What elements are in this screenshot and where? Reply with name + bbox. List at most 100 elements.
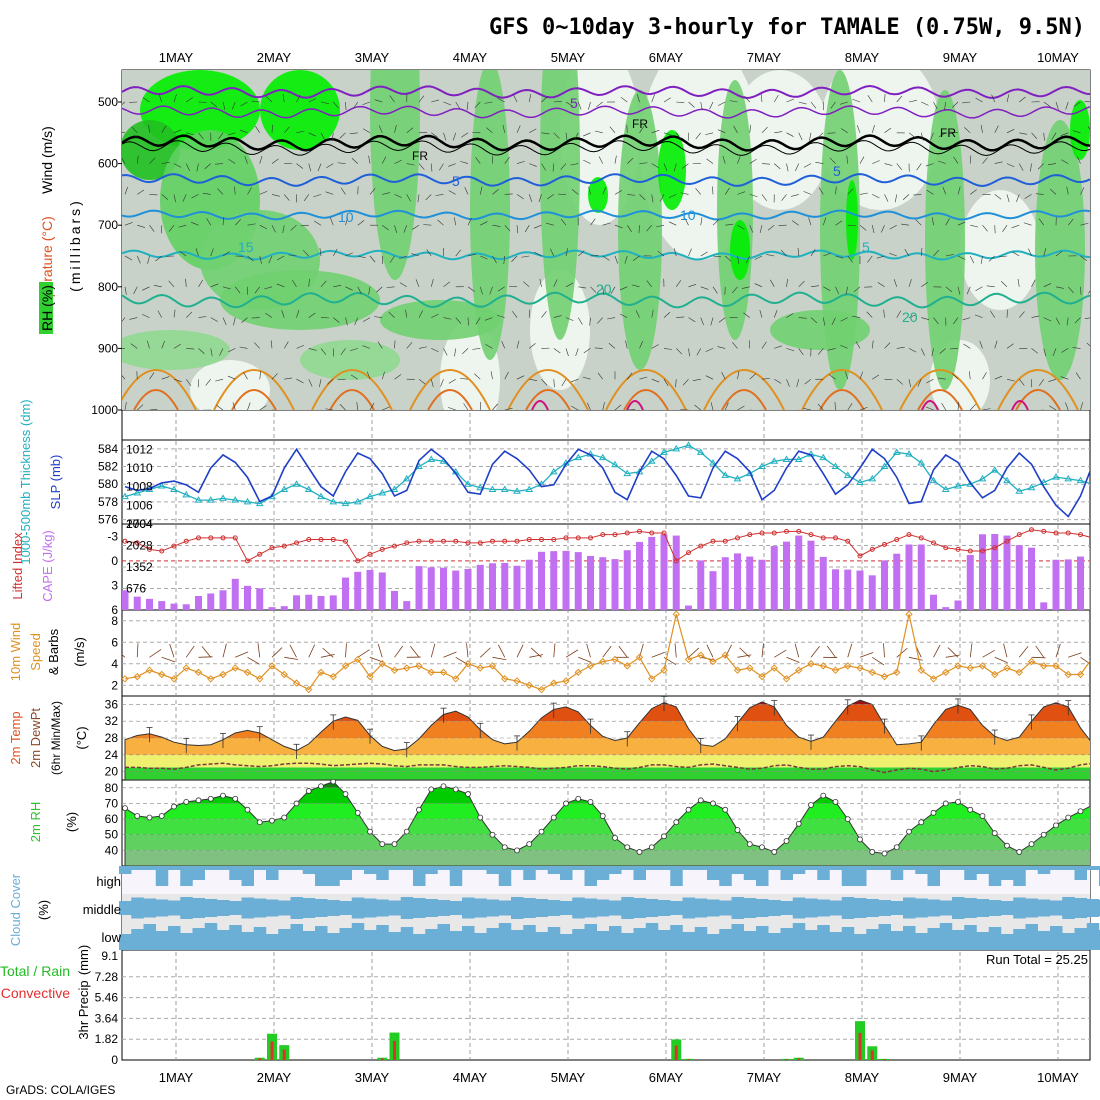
wind-barb <box>233 317 236 326</box>
wind-barb <box>308 163 312 172</box>
li-point <box>845 538 851 544</box>
wind-barb <box>196 163 199 172</box>
wind-barb <box>749 373 756 380</box>
wind-barb <box>884 93 886 103</box>
cloud-low-bar <box>462 926 475 950</box>
contour-25 <box>605 369 687 410</box>
moist-area <box>717 80 753 340</box>
wind-barb <box>137 224 145 228</box>
wind-barb <box>158 94 163 103</box>
wind-barb-10m <box>688 647 700 658</box>
cloud-low-bar <box>266 934 279 950</box>
wind-barb <box>1016 194 1020 202</box>
wind10m-label: 10m Wind <box>8 623 23 682</box>
wind-barb-10m <box>706 644 714 658</box>
wind-barb <box>737 405 745 410</box>
cloud-high-bar <box>229 866 242 880</box>
cloud-high-bar <box>988 866 1002 886</box>
precip-tick-9.1: 9.1 <box>101 949 118 963</box>
wind-speed-point <box>1089 656 1090 659</box>
wind-barb <box>852 315 861 318</box>
wind-barb <box>492 224 501 227</box>
wind-barb <box>215 378 224 382</box>
thickness-point <box>341 499 350 507</box>
thickness-label: 1000-500mb Thickness (dm) <box>18 399 33 564</box>
wind-speed-point <box>672 610 680 619</box>
rh-point <box>220 792 226 799</box>
wind-barb <box>896 95 903 103</box>
li-point <box>673 558 679 564</box>
cloud-middle-bar <box>952 897 965 919</box>
wind-barb <box>904 249 910 257</box>
thickness-point <box>280 485 289 493</box>
cloud-middle-bar <box>560 901 573 915</box>
wind-barb <box>718 317 726 323</box>
cloud-low-bar <box>976 932 989 950</box>
wind-barb <box>381 156 387 164</box>
wind-barb <box>326 163 334 168</box>
wind-barb <box>676 101 685 103</box>
cloud-middle-bar <box>780 901 793 915</box>
wind-barb <box>222 317 227 326</box>
rh-point <box>955 798 961 805</box>
wind-barb <box>235 219 241 226</box>
wind-barb-10m <box>826 645 836 658</box>
wind-barb <box>497 286 505 292</box>
wind-barb <box>986 285 995 288</box>
cloud-low-bar <box>388 932 401 950</box>
wind-barb <box>933 317 939 325</box>
wind-barb <box>712 255 721 258</box>
wind-barb <box>443 132 447 141</box>
wind-barb <box>198 132 204 140</box>
wind-barb <box>271 124 273 133</box>
wind-barb <box>676 316 685 318</box>
wind-barb-10m <box>969 643 973 658</box>
rh-point <box>685 806 692 813</box>
wind-barb <box>853 286 861 293</box>
cloud-low-bar <box>253 927 267 950</box>
li-point <box>514 538 520 544</box>
thickness-point <box>598 453 607 461</box>
wind-barb <box>136 255 141 264</box>
wind-barb <box>300 224 309 227</box>
rh-point <box>1053 822 1059 829</box>
wind-barb <box>369 402 375 410</box>
bottom-date-5MAY: 5MAY <box>551 1070 586 1085</box>
wind-barb <box>1019 311 1025 318</box>
wind-barb <box>877 282 885 288</box>
cloud-high-bar <box>584 866 597 886</box>
wind-barb <box>389 95 395 103</box>
wind-barb <box>362 317 371 322</box>
cloud-low-bar <box>327 933 340 950</box>
rh-point <box>367 828 373 835</box>
wind-barb <box>682 163 689 169</box>
wind-barb <box>627 194 636 196</box>
wind-barb <box>1048 378 1057 382</box>
wind-barb <box>798 132 803 141</box>
cloud-middle-bar <box>278 900 291 916</box>
wind-barb <box>222 217 225 226</box>
wind-barb <box>467 286 475 292</box>
wind-barb <box>710 402 714 410</box>
wind-barb <box>737 191 746 195</box>
cloud-high-bar <box>1001 866 1014 880</box>
wind-barb <box>524 225 530 233</box>
temp-outline <box>124 699 1090 780</box>
wind-barb <box>737 255 740 264</box>
wind-barb <box>124 255 133 261</box>
wind-barb <box>737 224 745 230</box>
wind-barb <box>695 188 701 195</box>
wind-barb <box>668 221 677 226</box>
wind-barb <box>415 279 420 287</box>
moist-area <box>260 70 340 150</box>
cloud-low-bar <box>1025 924 1038 950</box>
wind-barb <box>122 317 126 322</box>
cloud-high-bar <box>278 866 291 870</box>
slp-label: SLP (mb) <box>48 455 63 510</box>
wind-barb <box>1006 129 1015 134</box>
wind-barb-10m <box>739 647 751 658</box>
contour-label-20-b: 20 <box>902 309 918 325</box>
wind-speed-point <box>207 675 215 683</box>
dry-area <box>730 70 830 210</box>
cloud-high-bar <box>694 866 708 870</box>
